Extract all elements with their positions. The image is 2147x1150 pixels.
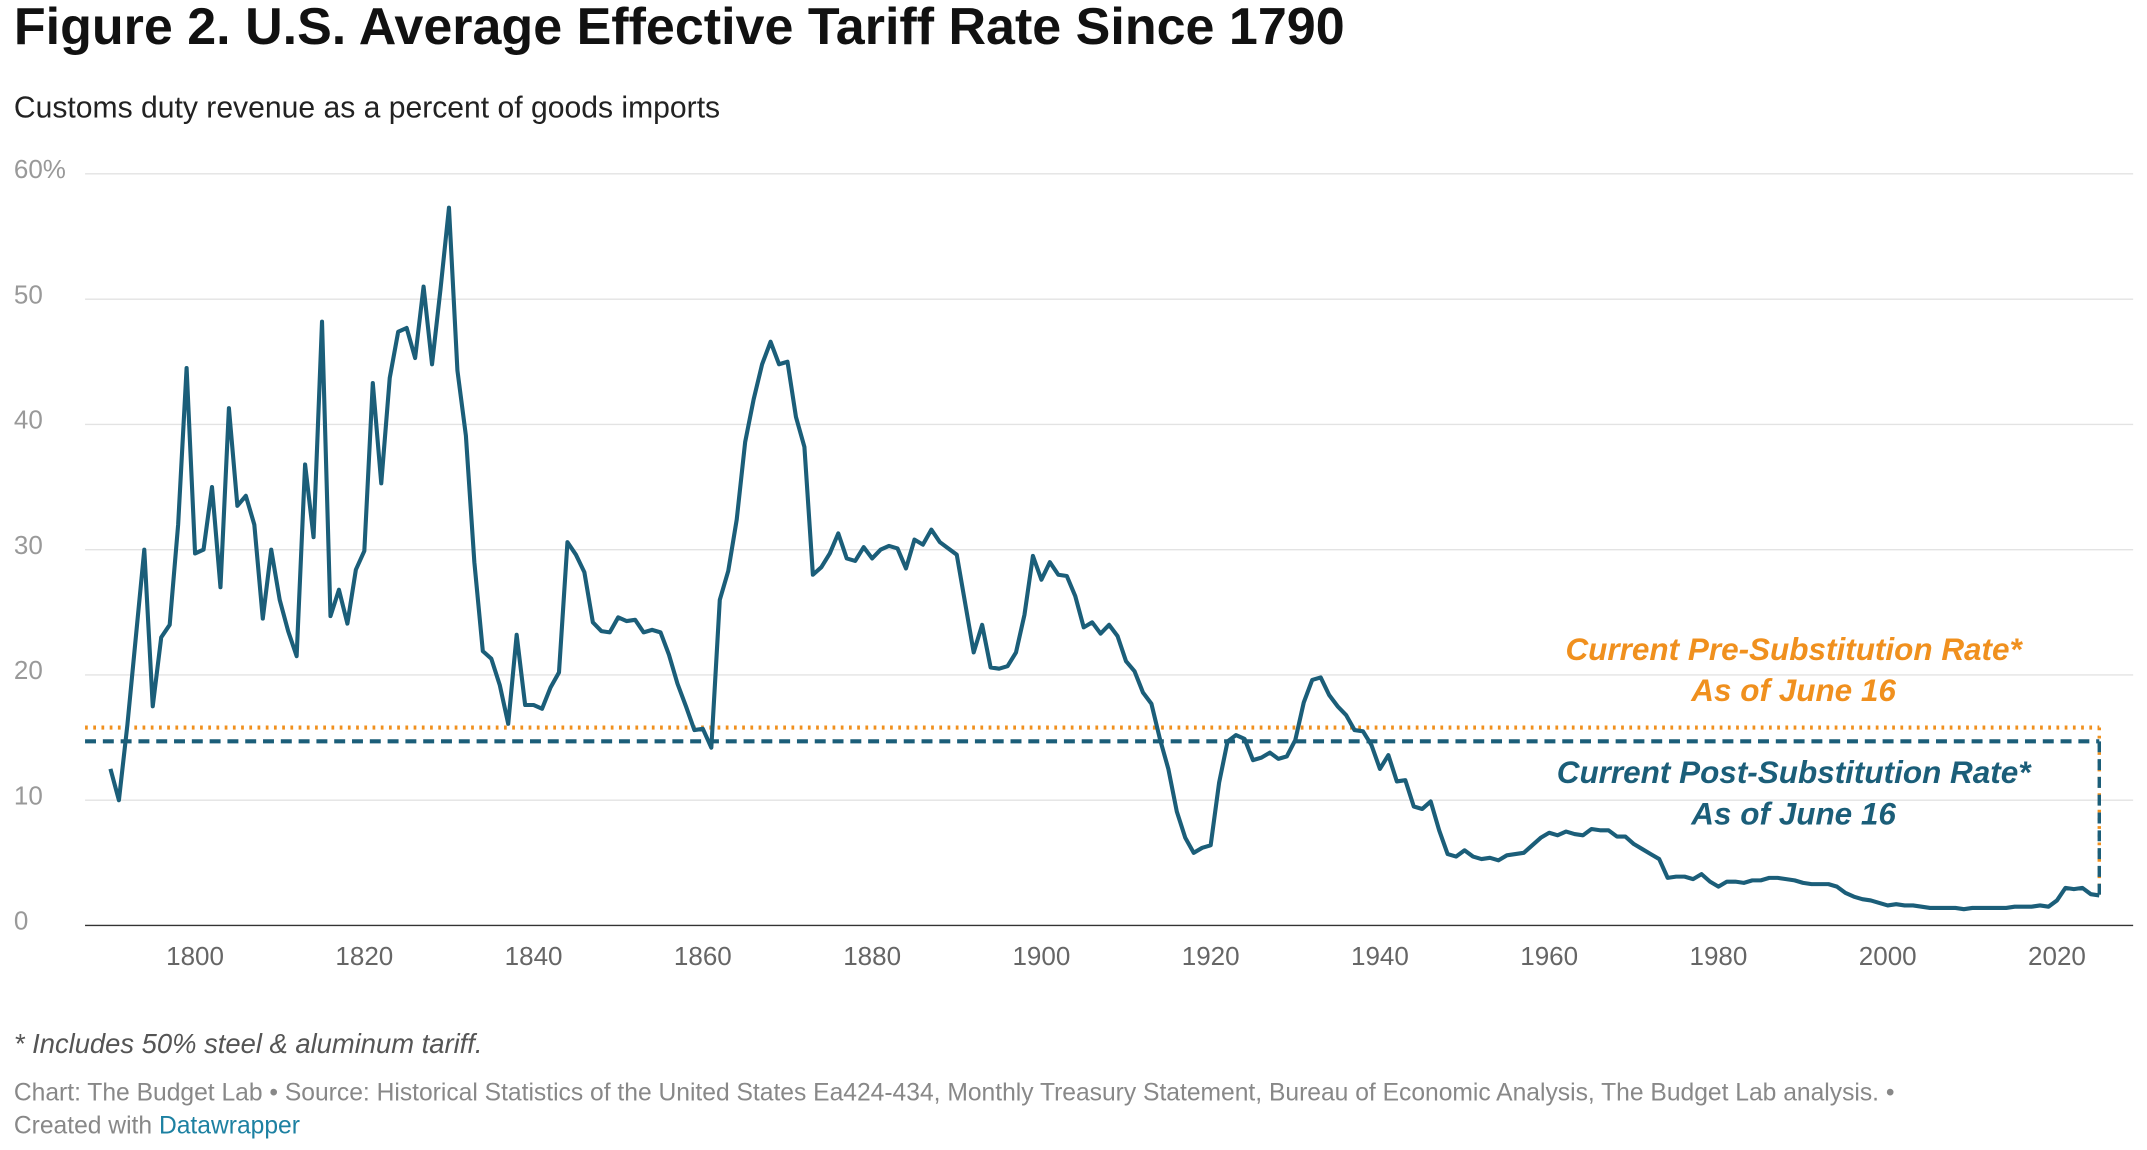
x-tick-label: 1800 (166, 941, 224, 971)
y-tick-label: 50 (14, 279, 43, 309)
x-tick-label: 1920 (1182, 941, 1240, 971)
x-tick-label: 1980 (1690, 941, 1748, 971)
x-tick-label: 1840 (505, 941, 563, 971)
y-tick-label: 30 (14, 530, 43, 560)
x-tick-label: 2020 (2028, 941, 2086, 971)
source: Chart: The Budget Lab • Source: Historic… (14, 1079, 1895, 1106)
credit: Created with Datawrapper (14, 1112, 300, 1139)
chart-subtitle: Customs duty revenue as a percent of goo… (14, 91, 720, 124)
annotation: As of June 16 (1690, 796, 1896, 831)
y-tick-label: 0 (14, 906, 28, 936)
x-tick-label: 1820 (335, 941, 393, 971)
x-tick-label: 2000 (1859, 941, 1917, 971)
y-tick-label: 60% (14, 154, 66, 184)
x-tick-label: 1880 (843, 941, 901, 971)
data-line (108, 205, 2100, 912)
y-tick-label: 10 (14, 780, 43, 810)
x-tick-label: 1860 (674, 941, 732, 971)
x-tick-label: 1900 (1012, 941, 1070, 971)
annotation: As of June 16 (1690, 673, 1896, 708)
annotation: Current Post-Substitution Rate* (1557, 755, 2033, 790)
footnote: * Includes 50% steel & aluminum tariff. (14, 1028, 483, 1059)
x-tick-label: 1940 (1351, 941, 1409, 971)
annotation: Current Pre-Substitution Rate* (1565, 632, 2023, 667)
y-tick-label: 20 (14, 655, 43, 685)
x-tick-label: 1960 (1520, 941, 1578, 971)
chart-title: Figure 2. U.S. Average Effective Tariff … (14, 0, 1345, 56)
credit-link[interactable]: Datawrapper (159, 1112, 300, 1139)
y-tick-label: 40 (14, 405, 43, 435)
credit-text: Created with (14, 1112, 152, 1139)
